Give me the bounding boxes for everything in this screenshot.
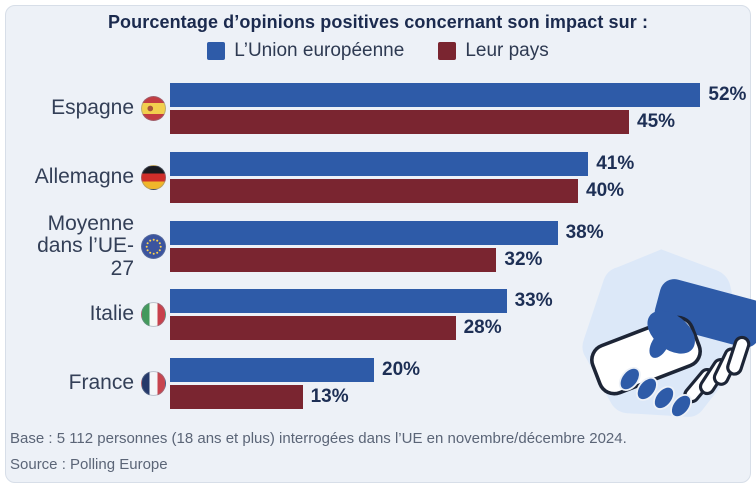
bar (170, 179, 578, 203)
bar (170, 110, 629, 134)
legend-item-leur-pays: Leur pays (438, 40, 549, 62)
bar-row: 28% (170, 316, 502, 340)
value-label: 52% (708, 84, 747, 105)
country-label: France (68, 371, 134, 395)
source-note: Source : Polling Europe (10, 456, 168, 473)
value-label: 13% (310, 386, 349, 407)
bar-group: Italie 33% 28% (6, 289, 750, 340)
legend-swatch-blue (207, 42, 226, 60)
legend: L’Union européenne Leur pays (6, 37, 750, 65)
germany-flag-icon (141, 165, 166, 190)
chart-title: Pourcentage d’opinions positives concern… (107, 12, 649, 32)
legend-label: L’Union européenne (234, 40, 405, 61)
bars-cell: 33% 28% (170, 289, 750, 340)
handshake-icon (582, 249, 756, 419)
bar-row: 41% (170, 152, 634, 176)
value-label: 20% (382, 359, 421, 380)
eu-flag-icon (141, 234, 166, 259)
bar (170, 385, 303, 409)
bar (170, 289, 507, 313)
bars-cell: 20% 13% (170, 358, 750, 409)
value-label: 41% (596, 153, 635, 174)
bar (170, 248, 497, 272)
bars-cell: 41% 40% (170, 152, 750, 203)
category-label-cell: Allemagne (6, 152, 166, 203)
infographic-panel: Pourcentage d’opinions positives concern… (5, 5, 756, 483)
bar-row: 52% (170, 83, 746, 107)
value-label: 32% (504, 249, 543, 270)
bar (170, 358, 374, 382)
bar-row: 32% (170, 248, 542, 272)
country-label: Allemagne (34, 165, 134, 189)
country-label: Moyenne dans l’UE-27 (37, 211, 134, 280)
country-label: Italie (89, 302, 134, 326)
bar-row: 13% (170, 385, 349, 409)
value-label: 28% (463, 317, 502, 338)
bar-row: 20% (170, 358, 420, 382)
bar-row: 45% (170, 110, 675, 134)
legend-label: Leur pays (465, 40, 549, 61)
bar-row: 38% (170, 221, 604, 245)
value-label: 40% (586, 180, 625, 201)
bar-group: Espagne 52% 45% (6, 83, 750, 134)
base-note: Base : 5 112 personnes (18 ans et plus) … (10, 430, 627, 447)
spain-flag-icon (141, 96, 166, 121)
bar-chart: Espagne 52% 45% Allemagne 41% 40% Moyenne dans… (6, 6, 750, 482)
country-label: Espagne (51, 96, 134, 120)
bar (170, 221, 558, 245)
category-label-cell: France (6, 358, 166, 409)
bar-group: Moyenne dans l’UE-27 38% 32% (6, 212, 750, 280)
legend-swatch-darkred (438, 42, 457, 60)
category-label-cell: Moyenne dans l’UE-27 (6, 212, 166, 280)
legend-item-union-europeenne: L’Union européenne (207, 40, 404, 62)
italy-flag-icon (141, 302, 166, 327)
bars-cell: 52% 45% (170, 83, 750, 134)
value-label: 45% (637, 111, 676, 132)
value-label: 33% (514, 290, 553, 311)
bar (170, 152, 589, 176)
category-label-cell: Italie (6, 289, 166, 340)
bar-group: Allemagne 41% 40% (6, 152, 750, 203)
bar-row: 40% (170, 179, 624, 203)
bars-cell: 38% 32% (170, 221, 750, 272)
category-label-cell: Espagne (6, 83, 166, 134)
france-flag-icon (141, 371, 166, 396)
bar-row: 33% (170, 289, 553, 313)
bar (170, 316, 456, 340)
bar (170, 83, 701, 107)
bar-group: France 20% 13% (6, 358, 750, 409)
value-label: 38% (565, 222, 604, 243)
